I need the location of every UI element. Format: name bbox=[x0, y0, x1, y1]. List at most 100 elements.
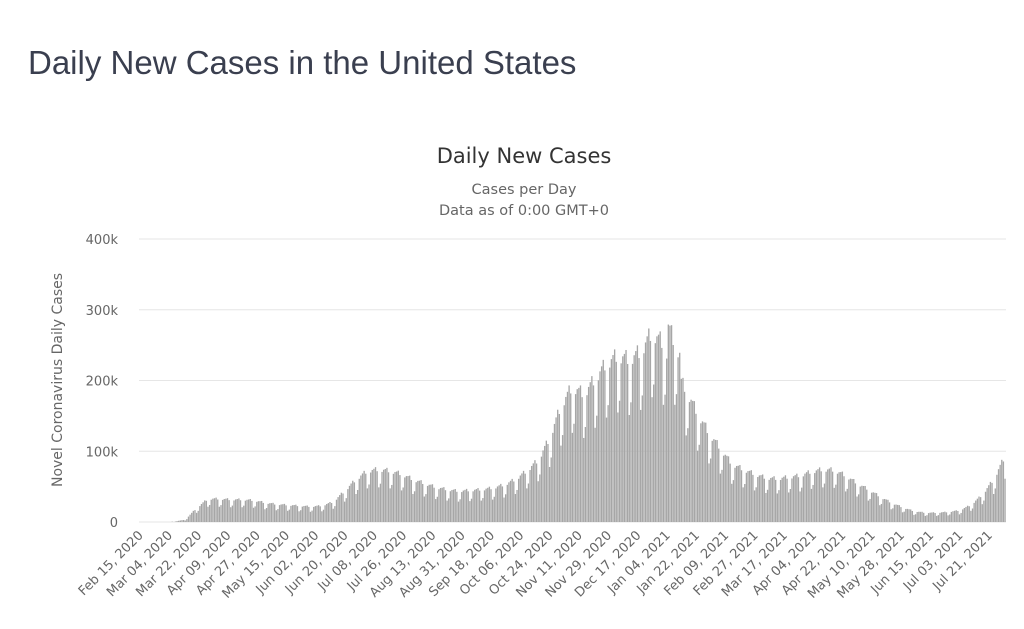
daily-bar bbox=[875, 493, 878, 522]
daily-bar bbox=[285, 505, 287, 522]
daily-bar bbox=[457, 501, 460, 522]
daily-bar bbox=[945, 512, 948, 522]
daily-bar bbox=[290, 505, 292, 522]
daily-bar bbox=[861, 485, 863, 522]
daily-bar bbox=[394, 471, 396, 522]
daily-bar bbox=[734, 467, 736, 522]
daily-bar bbox=[932, 512, 935, 522]
daily-bar bbox=[947, 515, 949, 522]
daily-bar bbox=[900, 507, 902, 522]
daily-bar bbox=[560, 445, 562, 522]
daily-bar bbox=[862, 486, 865, 522]
daily-bar bbox=[636, 345, 639, 522]
daily-bar bbox=[553, 423, 556, 522]
daily-bar bbox=[763, 478, 765, 522]
daily-bar bbox=[926, 515, 928, 522]
daily-bar bbox=[225, 498, 227, 522]
y-tick-label: 0 bbox=[110, 516, 118, 531]
daily-bar bbox=[365, 473, 367, 522]
daily-bar bbox=[983, 500, 985, 522]
daily-bar bbox=[726, 455, 728, 522]
daily-bar bbox=[277, 509, 279, 522]
daily-bar bbox=[685, 435, 687, 522]
daily-bar bbox=[392, 473, 395, 522]
daily-bar bbox=[482, 498, 484, 522]
daily-bar bbox=[282, 504, 284, 522]
daily-bar bbox=[949, 514, 951, 522]
daily-bar bbox=[713, 439, 715, 522]
daily-bar bbox=[404, 477, 406, 522]
daily-bar bbox=[238, 498, 240, 522]
daily-bar bbox=[316, 505, 318, 522]
daily-bar bbox=[493, 496, 495, 522]
daily-bar bbox=[470, 498, 473, 522]
daily-bar bbox=[439, 487, 442, 522]
daily-bar bbox=[662, 404, 665, 522]
daily-bar bbox=[184, 520, 186, 522]
daily-bar bbox=[944, 511, 946, 522]
daily-bar bbox=[732, 480, 735, 522]
daily-bar bbox=[269, 503, 271, 522]
daily-bar bbox=[223, 498, 225, 522]
daily-bar bbox=[563, 405, 565, 522]
daily-bar bbox=[620, 363, 622, 522]
daily-bar bbox=[646, 336, 648, 522]
daily-bar bbox=[825, 471, 827, 522]
daily-bar bbox=[191, 512, 193, 522]
daily-bar bbox=[727, 456, 730, 522]
daily-bar bbox=[895, 504, 897, 522]
daily-bar bbox=[716, 440, 718, 522]
daily-bar bbox=[653, 384, 655, 522]
daily-bar bbox=[405, 476, 408, 522]
daily-bar bbox=[527, 483, 530, 522]
daily-bar bbox=[319, 506, 321, 522]
daily-bar bbox=[966, 505, 969, 522]
daily-bar bbox=[483, 490, 486, 522]
daily-bar bbox=[339, 495, 341, 522]
daily-bar bbox=[504, 494, 507, 522]
daily-bar bbox=[576, 389, 578, 522]
daily-bar bbox=[919, 511, 922, 522]
daily-bar bbox=[833, 487, 835, 522]
daily-bar bbox=[991, 482, 993, 522]
daily-bar bbox=[535, 463, 538, 522]
daily-bar bbox=[796, 473, 798, 522]
daily-bar bbox=[488, 486, 491, 522]
daily-bar bbox=[625, 349, 627, 522]
daily-bar bbox=[867, 500, 870, 522]
daily-bar bbox=[397, 470, 399, 522]
daily-bar bbox=[548, 466, 551, 522]
daily-bar bbox=[838, 472, 840, 522]
daily-bar bbox=[638, 358, 640, 522]
daily-bar bbox=[524, 473, 526, 522]
daily-bar bbox=[415, 482, 417, 522]
daily-bar bbox=[547, 444, 549, 522]
daily-bar bbox=[760, 475, 762, 522]
daily-bar bbox=[856, 496, 858, 522]
daily-bar bbox=[511, 478, 513, 522]
daily-bar bbox=[843, 476, 845, 522]
daily-bar bbox=[745, 472, 748, 522]
daily-bar bbox=[939, 512, 941, 522]
daily-bar bbox=[901, 512, 904, 522]
daily-bar bbox=[649, 340, 652, 522]
daily-bar bbox=[674, 404, 676, 522]
chart-subtitle-line-2: Data as of 0:00 GMT+0 bbox=[439, 203, 609, 219]
daily-bar bbox=[675, 394, 678, 522]
daily-bar bbox=[936, 515, 938, 522]
bars bbox=[171, 324, 1006, 522]
daily-bar bbox=[348, 485, 351, 522]
daily-bar bbox=[270, 503, 273, 522]
daily-bar bbox=[680, 378, 683, 522]
daily-bar bbox=[942, 512, 944, 522]
daily-bar bbox=[417, 480, 419, 522]
daily-bar bbox=[387, 472, 390, 522]
daily-bar bbox=[208, 505, 211, 522]
daily-bar bbox=[531, 465, 533, 522]
y-tick-label: 300k bbox=[86, 304, 119, 319]
daily-bar bbox=[953, 510, 956, 522]
daily-bar bbox=[976, 498, 979, 522]
daily-bar bbox=[187, 516, 190, 522]
daily-bar bbox=[631, 363, 634, 522]
daily-bar bbox=[786, 478, 788, 522]
